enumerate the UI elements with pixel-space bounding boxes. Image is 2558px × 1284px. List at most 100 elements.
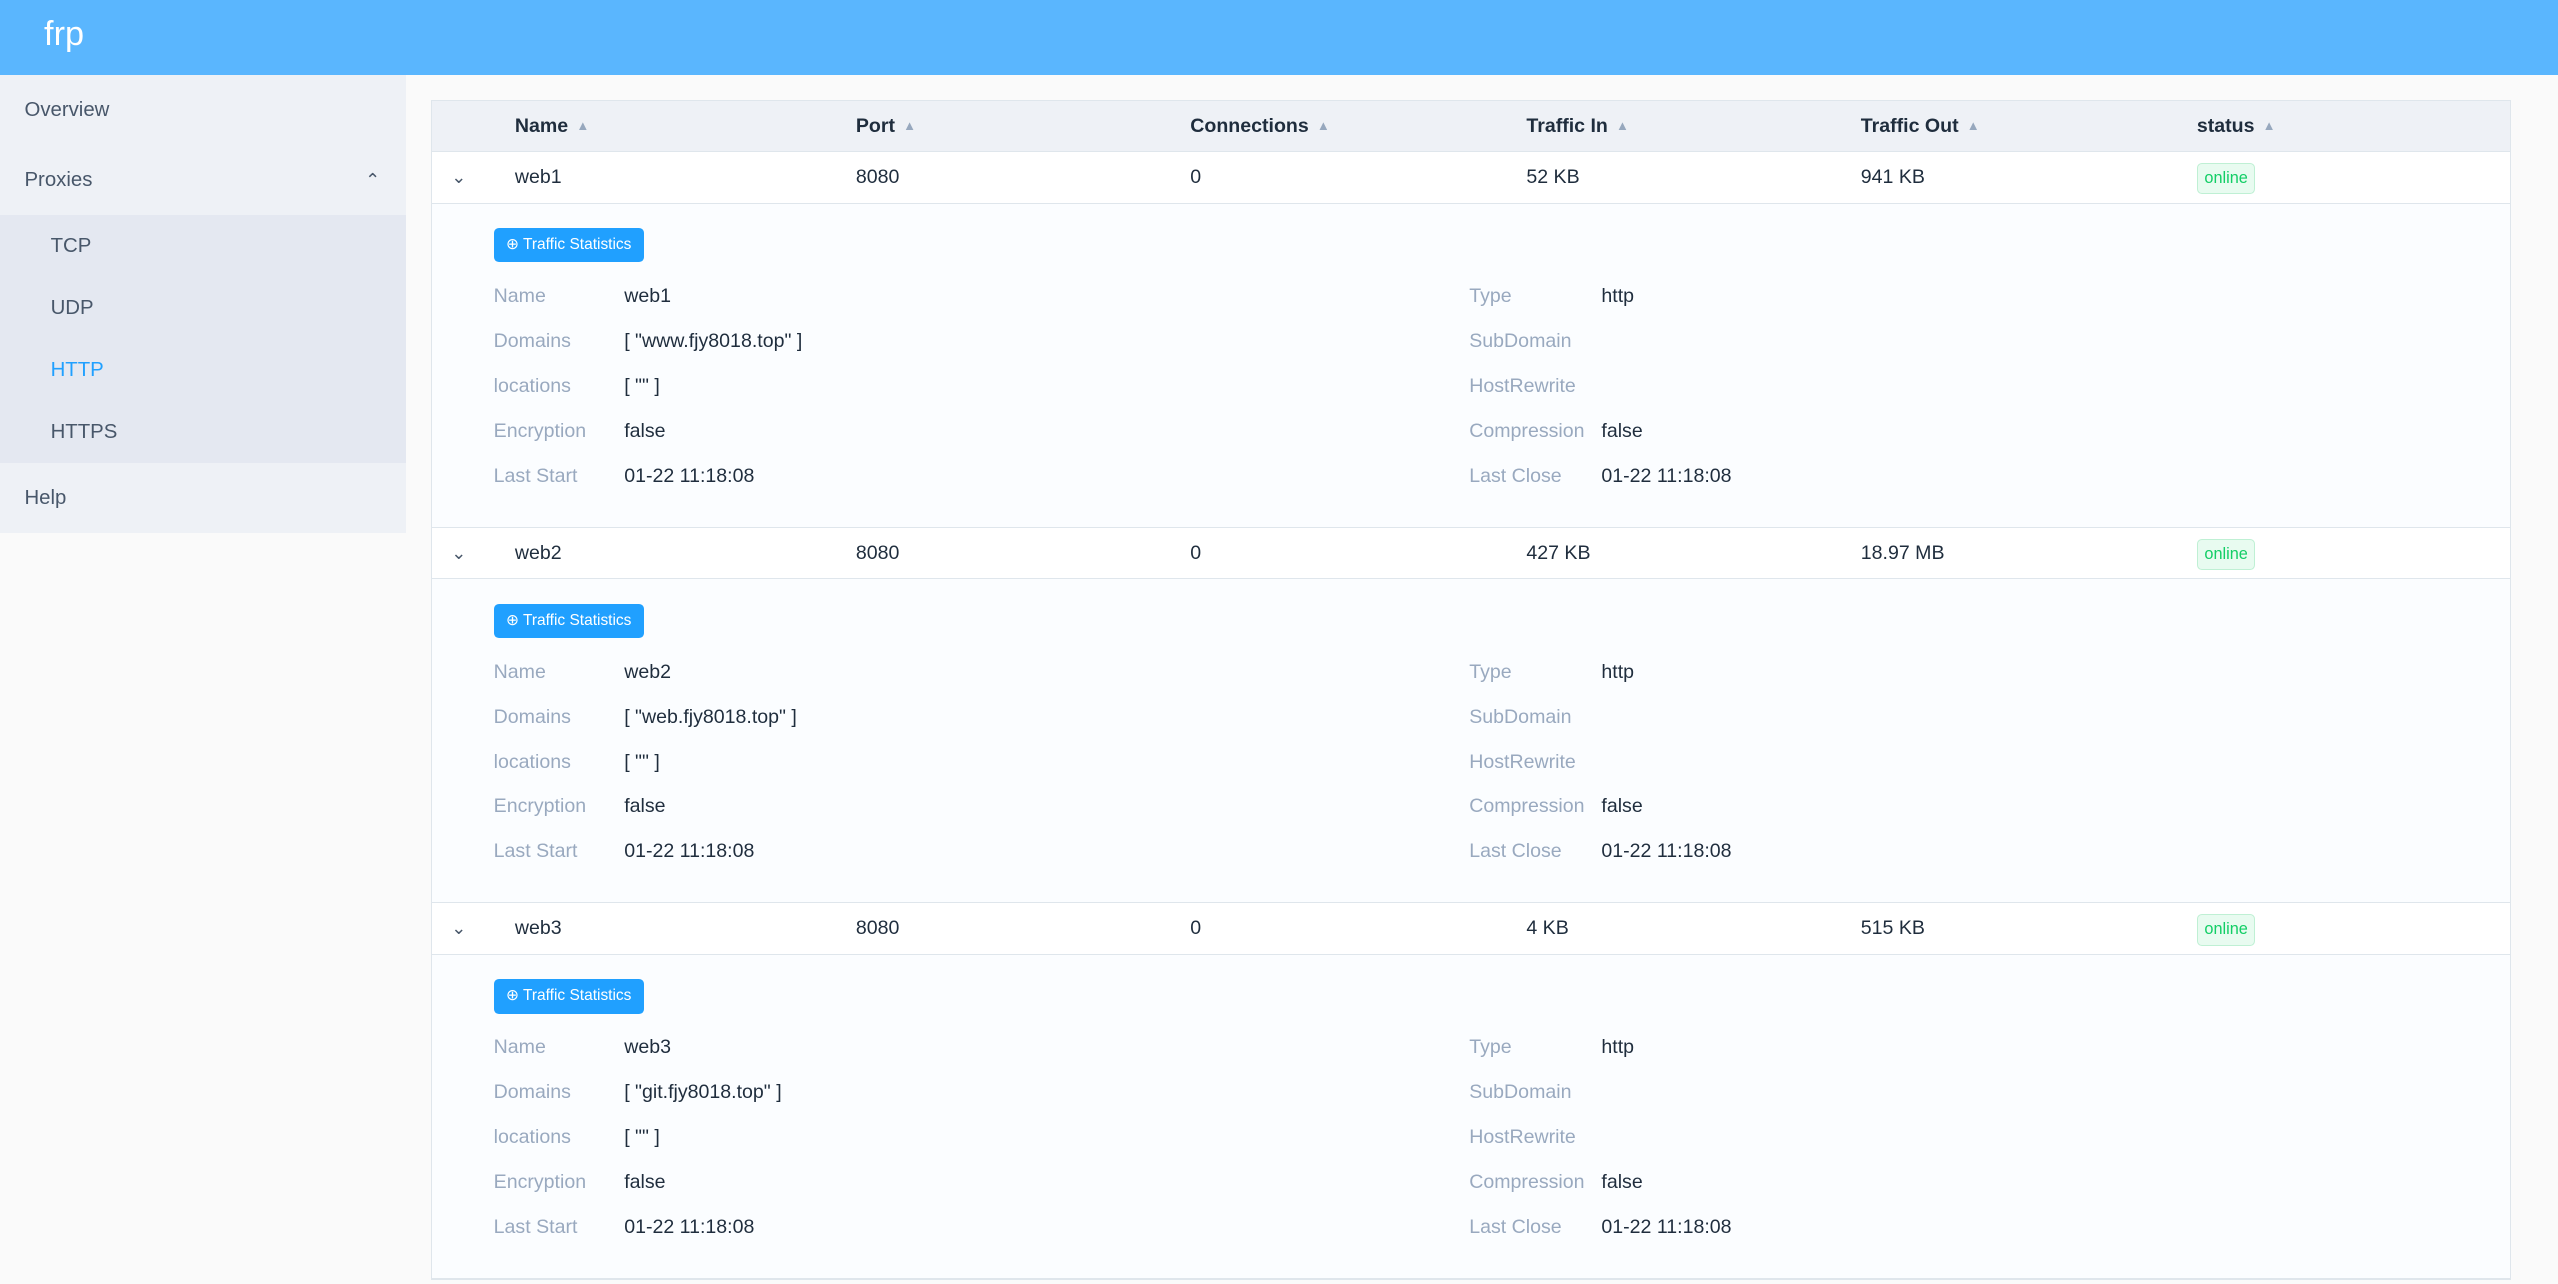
sidebar-item-udp[interactable]: UDP <box>50 297 94 320</box>
column-label: Connections <box>1190 114 1309 137</box>
traffic-statistics-button[interactable]: ⊕ Traffic Statistics <box>493 603 644 638</box>
detail-label-name: Name <box>493 660 546 683</box>
traffic-statistics-button[interactable]: ⊕ Traffic Statistics <box>493 228 644 263</box>
sort-icon[interactable]: ▲ <box>903 117 917 133</box>
zoom-in-icon: ⊕ <box>505 236 519 254</box>
proxy-traffic-in: 52 KB <box>1526 166 1580 189</box>
sort-icon[interactable]: ▲︎ <box>576 117 590 133</box>
zoom-in-icon: ⊕ <box>505 987 519 1005</box>
detail-label-hostrewrite: HostRewrite <box>1469 1126 1576 1149</box>
detail-label-name: Name <box>493 285 546 308</box>
detail-value-name: web2 <box>624 660 671 683</box>
column-header-connections[interactable]: Connections ▲ <box>1190 101 1330 152</box>
top-header: frp <box>0 0 2558 76</box>
column-label: Traffic In <box>1526 114 1608 137</box>
status-cell: online <box>2196 903 2256 954</box>
column-header-traffic-in[interactable]: Traffic In ▲ <box>1526 101 1629 152</box>
detail-label-domains: Domains <box>493 330 571 353</box>
proxy-connections: 0 <box>1190 541 1202 564</box>
chevron-down-icon[interactable]: ⌄ <box>451 167 467 188</box>
detail-value-compression: false <box>1601 795 1643 818</box>
detail-value-type: http <box>1601 1036 1635 1059</box>
detail-value-last-start: 01-22 11:18:08 <box>624 1215 755 1238</box>
sidebar-item-overview[interactable]: Overview <box>24 99 110 122</box>
detail-label-last-start: Last Start <box>493 464 578 487</box>
chevron-up-icon: ⌃ <box>365 170 381 191</box>
detail-label-last-close: Last Close <box>1469 840 1562 863</box>
proxy-name: web2 <box>514 541 562 564</box>
proxy-detail: ⊕ Traffic Statistics Name web2 Domains [ "w… <box>431 579 2511 904</box>
table-row[interactable]: ⌄ web3 8080 0 4 KB 515 KB online <box>431 903 2511 955</box>
detail-value-name: web1 <box>624 285 671 308</box>
proxy-traffic-out: 515 KB <box>1860 917 1925 940</box>
column-header-port[interactable]: Port ▲ <box>856 101 916 152</box>
proxy-traffic-in: 4 KB <box>1526 917 1569 940</box>
proxy-traffic-out: 18.97 MB <box>1860 541 1945 564</box>
detail-label-type: Type <box>1469 660 1512 683</box>
chevron-down-icon[interactable]: ⌄ <box>451 918 467 939</box>
detail-value-compression: false <box>1601 1170 1643 1193</box>
detail-value-locations: [ "" ] <box>624 750 660 773</box>
sort-icon[interactable]: ▲ <box>1316 117 1330 133</box>
status-badge: online <box>2196 163 2256 195</box>
sidebar-item-help[interactable]: Help <box>24 487 67 510</box>
detail-value-last-close: 01-22 11:18:08 <box>1601 1215 1732 1238</box>
detail-label-last-close: Last Close <box>1469 464 1562 487</box>
detail-value-locations: [ "" ] <box>624 374 660 397</box>
sidebar-item-tcp[interactable]: TCP <box>50 235 92 258</box>
proxy-connections: 0 <box>1190 917 1202 940</box>
proxy-port: 8080 <box>855 166 900 189</box>
column-label: Name <box>514 114 569 137</box>
detail-value-last-start: 01-22 11:18:08 <box>624 840 755 863</box>
detail-label-encryption: Encryption <box>493 1170 587 1193</box>
detail-label-type: Type <box>1469 285 1512 308</box>
detail-value-name: web3 <box>624 1036 671 1059</box>
detail-value-encryption: false <box>624 1170 666 1193</box>
detail-value-last-close: 01-22 11:18:08 <box>1601 464 1732 487</box>
status-badge: online <box>2196 538 2256 570</box>
proxy-connections: 0 <box>1190 166 1202 189</box>
detail-value-type: http <box>1601 660 1635 683</box>
detail-value-domains: [ "www.fjy8018.top" ] <box>624 330 803 353</box>
detail-label-encryption: Encryption <box>493 419 587 442</box>
detail-value-domains: [ "git.fjy8018.top" ] <box>624 1081 782 1104</box>
button-label: Traffic Statistics <box>523 987 632 1005</box>
detail-label-domains: Domains <box>493 1081 571 1104</box>
status-cell: online <box>2196 528 2256 579</box>
column-header-traffic-out[interactable]: Traffic Out ▲ <box>1861 101 1980 152</box>
detail-value-last-close: 01-22 11:18:08 <box>1601 840 1732 863</box>
proxy-traffic-in: 427 KB <box>1526 541 1591 564</box>
sidebar-item-http[interactable]: HTTP <box>50 359 104 382</box>
zoom-in-icon: ⊕ <box>505 611 519 629</box>
sort-icon[interactable]: ▲ <box>2262 117 2276 133</box>
column-header-status[interactable]: status ▲ <box>2197 101 2276 152</box>
proxy-traffic-out: 941 KB <box>1860 166 1925 189</box>
table-header: Name ▲︎ Port ▲ Connections ▲ Traffic In ▲ Tr… <box>431 100 2511 153</box>
sort-icon[interactable]: ▲ <box>1966 117 1980 133</box>
table-row[interactable]: ⌄ web1 8080 0 52 KB 941 KB online <box>431 152 2511 204</box>
button-label: Traffic Statistics <box>523 611 632 629</box>
sort-icon[interactable]: ▲ <box>1616 117 1629 133</box>
detail-label-last-close: Last Close <box>1469 1215 1562 1238</box>
proxies-table: Name ▲︎ Port ▲ Connections ▲ Traffic In ▲ Tr… <box>430 99 2512 1280</box>
sidebar: Overview Proxies ⌃ TCP UDP HTTP HTTPS Hel… <box>0 75 407 534</box>
traffic-statistics-button[interactable]: ⊕ Traffic Statistics <box>493 979 644 1014</box>
chevron-down-icon[interactable]: ⌄ <box>451 542 467 563</box>
column-header-name[interactable]: Name ▲︎ <box>515 101 589 152</box>
proxy-port: 8080 <box>855 917 900 940</box>
detail-label-hostrewrite: HostRewrite <box>1469 750 1576 773</box>
detail-value-encryption: false <box>624 419 666 442</box>
detail-value-last-start: 01-22 11:18:08 <box>624 464 755 487</box>
detail-value-compression: false <box>1601 419 1643 442</box>
proxy-detail: ⊕ Traffic Statistics Name web3 Domains [ "g… <box>431 954 2511 1279</box>
sidebar-item-https[interactable]: HTTPS <box>50 421 118 444</box>
detail-label-subdomain: SubDomain <box>1469 330 1572 353</box>
table-row[interactable]: ⌄ web2 8080 0 427 KB 18.97 MB online <box>431 527 2511 580</box>
column-label: Port <box>855 114 895 137</box>
detail-value-encryption: false <box>624 795 666 818</box>
detail-label-domains: Domains <box>493 705 571 728</box>
app-logo[interactable]: frp <box>44 14 85 53</box>
detail-label-locations: locations <box>493 750 571 773</box>
sidebar-item-proxies[interactable]: Proxies ⌃ <box>0 145 406 215</box>
detail-label-last-start: Last Start <box>493 1215 578 1238</box>
